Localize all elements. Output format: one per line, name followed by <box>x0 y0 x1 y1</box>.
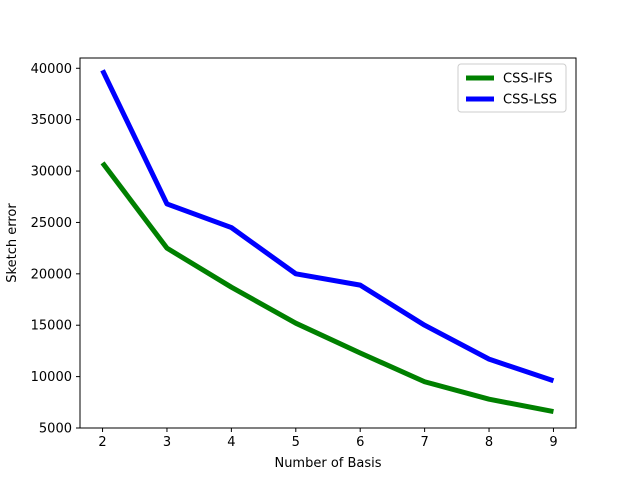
plot-area <box>100 69 555 415</box>
x-tick-label: 7 <box>420 435 428 450</box>
x-tick-label: 3 <box>163 435 171 450</box>
y-tick-label: 5000 <box>39 422 72 437</box>
y-tick-label: 30000 <box>31 165 72 180</box>
x-tick-label: 5 <box>292 435 300 450</box>
legend-label-css-lss: CSS-LSS <box>503 93 557 108</box>
y-tick-label: 10000 <box>31 370 72 385</box>
x-tick-label: 8 <box>485 435 493 450</box>
x-tick-label: 4 <box>227 435 235 450</box>
y-tick-label: 40000 <box>31 62 72 77</box>
x-axis-label: Number of Basis <box>274 456 381 471</box>
y-axis-label: Sketch error <box>5 203 20 283</box>
y-tick-label: 25000 <box>31 216 72 231</box>
y-tick-label: 20000 <box>31 267 72 282</box>
y-tick-label: 35000 <box>31 113 72 128</box>
series-line-css-lss <box>100 69 555 384</box>
legend-label-css-ifs: CSS-IFS <box>503 72 553 87</box>
legend: CSS-IFS CSS-LSS <box>457 63 567 113</box>
x-tick-label: 9 <box>549 435 557 450</box>
axes-frame <box>79 57 577 429</box>
y-tick-label: 15000 <box>31 319 72 334</box>
x-axis-ticks: 2 3 4 5 6 7 8 9 <box>98 428 558 450</box>
x-tick-label: 2 <box>98 435 106 450</box>
x-tick-label: 6 <box>356 435 364 450</box>
y-axis-ticks: 5000 10000 15000 20000 25000 30000 35000 40000 <box>31 62 80 437</box>
series-line-css-ifs <box>100 161 554 415</box>
